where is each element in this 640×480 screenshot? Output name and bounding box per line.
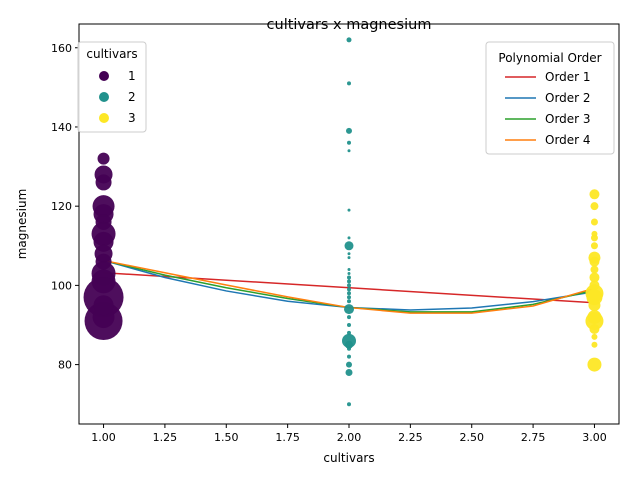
scatter-point-35 <box>344 304 354 315</box>
x-tick-label-3: 1.75 <box>275 431 300 444</box>
scatter-point-18 <box>346 127 352 134</box>
x-tick-label-7: 2.75 <box>521 431 546 444</box>
scatter-point-19 <box>347 140 351 145</box>
cultivars-legend-marker-3 <box>99 113 109 123</box>
scatter-point-48 <box>590 218 598 226</box>
scatter-point-14 <box>84 302 123 341</box>
scatter-point-27 <box>347 272 351 276</box>
cultivars-legend-entries: 1 2 3 <box>99 69 136 125</box>
y-tick-label-1: 100 <box>51 279 72 292</box>
scatter-point-50 <box>590 234 598 242</box>
scatter-point-54 <box>590 265 599 274</box>
scatter-point-2 <box>95 174 112 191</box>
scatter-point-61 <box>585 312 604 331</box>
scatter-point-28 <box>347 275 351 280</box>
scatter-point-25 <box>347 256 351 260</box>
polynomial-order-legend-label-2: Order 2 <box>545 91 591 105</box>
scatter-point-37 <box>347 322 351 327</box>
y-axis-label: magnesium <box>15 189 29 260</box>
scatter-point-65 <box>587 357 602 372</box>
scatter-point-21 <box>347 208 351 212</box>
polynomial-order-legend-label-3: Order 3 <box>545 112 591 126</box>
chart-title: cultivars x magnesium <box>267 17 432 33</box>
cultivars-legend-label-2: 2 <box>128 90 136 104</box>
cultivars-legend-title: cultivars <box>86 47 137 61</box>
polynomial-order-legend-entries: Order 1 Order 2 Order 3 Order 4 <box>505 70 591 147</box>
scatter-point-41 <box>347 346 351 351</box>
scatter-point-26 <box>347 268 351 272</box>
scatter-point-17 <box>347 81 351 86</box>
y-tick-label-2: 120 <box>51 200 72 213</box>
cultivars-legend-marker-1 <box>99 71 109 81</box>
scatter-point-30 <box>347 283 351 288</box>
x-tick-label-1: 1.25 <box>153 431 178 444</box>
cultivars-legend-marker-2 <box>99 92 109 102</box>
scatter-point-33 <box>347 295 351 300</box>
scatter-point-46 <box>589 189 600 200</box>
x-tick-label-5: 2.25 <box>398 431 423 444</box>
polynomial-order-legend-label-4: Order 4 <box>545 133 591 147</box>
scatter-point-31 <box>347 287 351 292</box>
scatter-point-20 <box>347 149 351 153</box>
cultivars-legend-label-3: 3 <box>128 111 136 125</box>
x-axis-label: cultivars <box>323 451 374 465</box>
x-axis-ticks: 1.00 1.25 1.50 1.75 2.00 2.25 2.50 2.75 3.00 <box>91 424 607 444</box>
y-axis-ticks: 80 100 120 140 160 <box>51 42 79 372</box>
scatter-points <box>83 37 604 407</box>
x-tick-label-6: 2.50 <box>459 431 484 444</box>
scatter-point-43 <box>346 361 352 368</box>
scatter-point-44 <box>345 369 353 377</box>
scatter-point-42 <box>347 354 351 359</box>
y-tick-label-4: 160 <box>51 42 72 55</box>
cultivars-legend-box <box>77 41 147 133</box>
scatter-point-53 <box>589 256 600 267</box>
cultivars-legend: cultivars 1 2 3 <box>77 41 147 133</box>
scatter-point-23 <box>344 241 354 251</box>
x-tick-label-8: 3.00 <box>582 431 607 444</box>
scatter-point-51 <box>590 242 598 250</box>
x-tick-label-2: 1.50 <box>214 431 239 444</box>
scatter-point-0 <box>97 152 110 165</box>
scatter-point-22 <box>347 236 351 240</box>
scatter-point-62 <box>589 323 600 334</box>
scatter-point-29 <box>347 279 351 284</box>
scatter-point-36 <box>347 315 351 320</box>
scatter-point-64 <box>591 341 598 348</box>
scatter-point-55 <box>589 272 600 283</box>
scatter-point-34 <box>347 299 351 304</box>
scatter-point-45 <box>347 402 351 407</box>
scatter-point-63 <box>591 333 598 340</box>
scatter-point-24 <box>347 252 351 256</box>
x-tick-label-0: 1.00 <box>91 431 116 444</box>
scatter-point-59 <box>588 299 601 312</box>
polynomial-order-legend-title: Polynomial Order <box>498 51 601 65</box>
polynomial-order-legend-label-1: Order 1 <box>545 70 591 84</box>
polynomial-order-legend-box <box>485 41 615 155</box>
y-tick-label-0: 80 <box>58 359 72 372</box>
scatter-point-47 <box>590 202 599 211</box>
cultivars-legend-label-1: 1 <box>128 69 136 83</box>
scatter-point-40 <box>345 340 353 349</box>
y-tick-label-3: 140 <box>51 121 72 134</box>
scatter-point-15 <box>93 295 114 316</box>
x-tick-label-4: 2.00 <box>337 431 362 444</box>
scatter-point-16 <box>346 37 352 43</box>
scatter-point-32 <box>347 291 351 296</box>
